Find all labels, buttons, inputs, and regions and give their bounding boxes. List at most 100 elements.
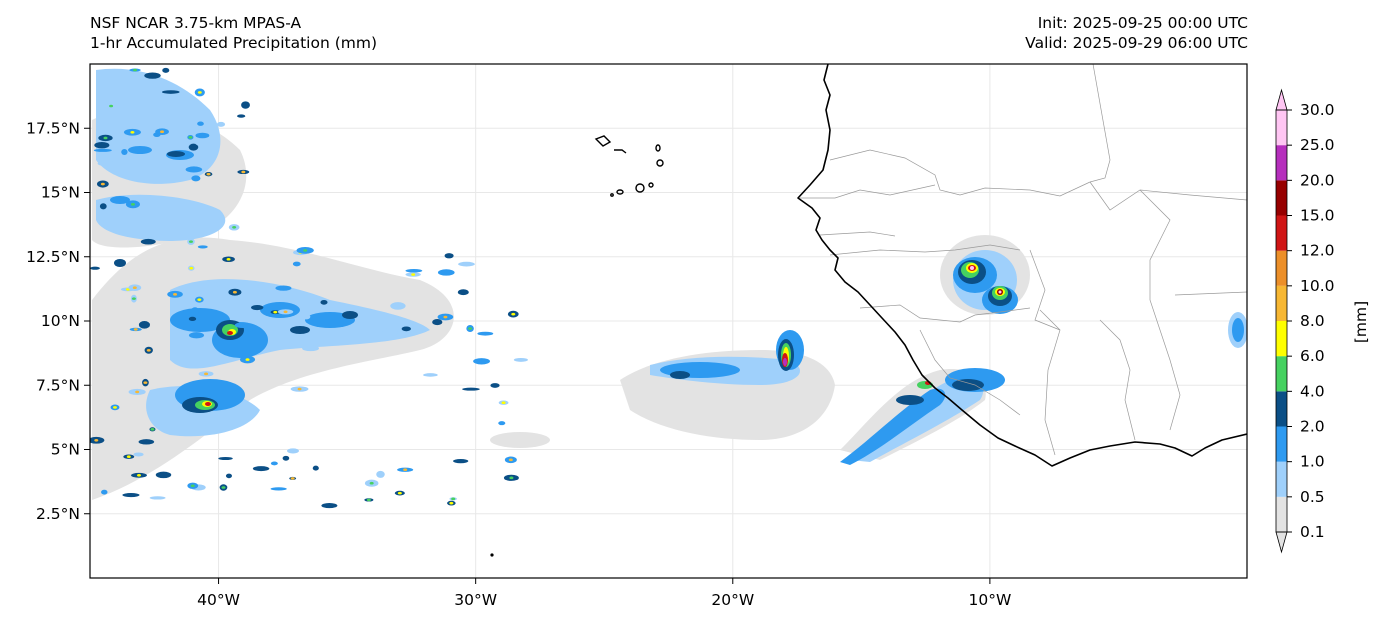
lat-tick-label: 17.5°N [26, 119, 80, 137]
colorbar-tick-label: 10.0 [1300, 277, 1335, 295]
colorbar-segment [1276, 496, 1287, 532]
precip-cell [149, 496, 166, 500]
colorbar-tick-label: 0.5 [1300, 488, 1325, 506]
lat-tick-label: 2.5°N [36, 505, 80, 523]
island-dot [490, 553, 494, 557]
precip-cell-core [126, 455, 131, 459]
precip-cell [382, 327, 398, 336]
colorbar: 0.1 0.5 1.0 2.0 4.0 6.0 8.0 10.0 12.0 15.0 20.0 25.… [1275, 88, 1335, 554]
precip-cell-core [273, 310, 278, 314]
precip-cell-core [245, 358, 250, 361]
precip-cell [122, 492, 140, 498]
scattered-convective-cells [90, 67, 528, 509]
precip-cell-core [226, 257, 231, 261]
precip-cell [195, 140, 204, 146]
precip-cell-core [143, 381, 148, 384]
precip-cell [195, 132, 210, 139]
precip-cell-core [290, 477, 295, 480]
precip-cell [462, 387, 480, 391]
precip-cell [457, 289, 469, 296]
precip-cell-core [103, 136, 108, 140]
precip-cell [312, 465, 319, 471]
precip-cell-core [206, 172, 211, 176]
valid-time: Valid: 2025-09-29 06:00 UTC [1025, 34, 1248, 52]
precip-cell [94, 141, 110, 149]
precip-cell [301, 314, 311, 320]
precip-cell-core [509, 476, 514, 480]
precip-cell [423, 373, 438, 377]
precip-cell [197, 245, 208, 249]
precip-cell-core [449, 501, 454, 505]
precip-cell-core [130, 203, 135, 206]
colorbar-segment [1276, 426, 1287, 462]
precip-cell [234, 322, 252, 329]
precip-cell-core [112, 406, 117, 409]
colorbar-segment [1276, 285, 1287, 321]
lat-tick-label: 7.5°N [36, 376, 80, 394]
precip-cell [270, 487, 287, 491]
precip-cell [188, 316, 197, 321]
precip-cell [432, 318, 443, 326]
precip-cell [282, 455, 290, 461]
precip-cell [287, 448, 299, 454]
precip-cell-core [197, 298, 202, 301]
precip-cell [390, 302, 406, 310]
colorbar-tick-label: 1.0 [1300, 453, 1325, 471]
colorbar-segment [1276, 180, 1287, 216]
precip-cell-core [283, 310, 288, 314]
colorbar-tick-label: 6.0 [1300, 347, 1325, 365]
precip-cell [133, 452, 144, 457]
precip-cell-core [189, 266, 194, 270]
colorbar-tick-label: 15.0 [1300, 207, 1335, 225]
colorbar-segment [1276, 145, 1287, 181]
precip-cell-core [197, 91, 202, 94]
lon-tick-label: 20°W [711, 591, 754, 609]
precip-cell-core [511, 312, 516, 316]
precip-cell [191, 175, 201, 182]
precip-cell [405, 268, 423, 273]
precip-cell-core [173, 293, 178, 296]
precip-cell [320, 299, 328, 305]
colorbar-tick-label: 30.0 [1300, 101, 1335, 119]
precip-cell-core [366, 498, 371, 502]
precip-cell [90, 266, 100, 270]
precip-cell-core [94, 439, 99, 442]
precip-cell [453, 459, 469, 464]
precip-cell [473, 358, 491, 365]
colorbar-segment [1276, 250, 1287, 286]
precip-cell [252, 466, 270, 472]
field-title: 1-hr Accumulated Precipitation (mm) [90, 34, 377, 52]
coastline [797, 64, 1247, 467]
precip-cell [161, 90, 180, 94]
precip-cell [321, 502, 338, 509]
precip-cell-core [241, 170, 246, 174]
precip-cell [138, 439, 155, 445]
precip-cell [513, 357, 528, 362]
precip-cell [444, 253, 454, 259]
precip-cell-core [443, 315, 448, 319]
precip-cell-core [232, 290, 237, 294]
lon-tick-label: 30°W [454, 591, 497, 609]
colorbar-segment [1276, 110, 1287, 146]
colorbar-tick-label: 4.0 [1300, 382, 1325, 400]
precip-cell [210, 282, 221, 287]
precip-cell [251, 305, 264, 311]
precip-cell-core [232, 225, 237, 229]
precip-cell-core [132, 286, 137, 289]
colorbar-tick-label: 2.0 [1300, 418, 1325, 436]
precip-cell [270, 461, 278, 466]
precip-cell-core [136, 474, 141, 477]
precip-cell [237, 114, 246, 118]
colorbar-tick-label: 20.0 [1300, 171, 1335, 189]
precip-cell-core [411, 273, 416, 276]
colorbar-segment [1276, 321, 1287, 357]
precip-cell [241, 101, 250, 109]
lat-tick-label: 5°N [51, 441, 80, 459]
precip-cell [376, 470, 385, 478]
precip-cell-core [468, 327, 473, 330]
precip-cell-core [397, 491, 402, 495]
precip-cell [140, 238, 156, 245]
precip-cell-core [501, 401, 506, 405]
model-title: NSF NCAR 3.75-km MPAS-A [90, 14, 302, 32]
